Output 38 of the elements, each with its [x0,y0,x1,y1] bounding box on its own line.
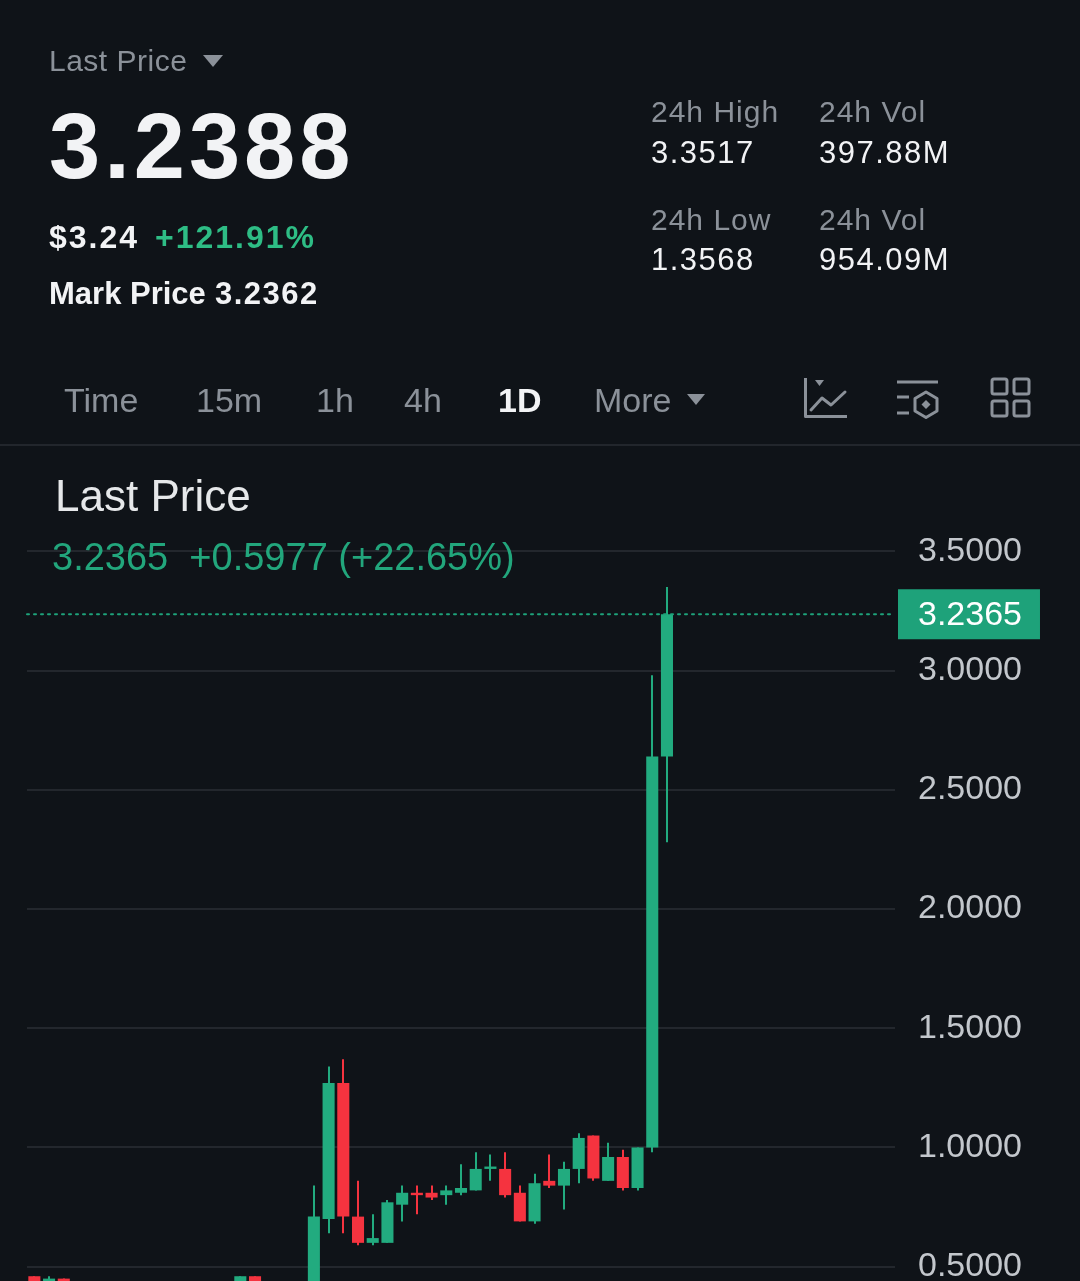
y-tick-label: 1.0000 [918,1125,1022,1164]
candlestick [469,1151,482,1192]
text: Time [64,380,139,419]
candlestick [440,1184,453,1206]
candlestick [543,1153,556,1189]
text: 1h [316,380,354,419]
text: 3.2388 [49,95,355,198]
y-tick-label: 0.5000 [918,1245,1022,1281]
text: 1.3568 [651,241,755,277]
text: 3.2362 [215,275,319,311]
candlestick [557,1160,571,1211]
text: 3.3517 [651,134,755,170]
text: 954.09M [819,241,951,277]
candlestick [366,1213,379,1247]
y-tick-label: 2.0000 [918,887,1022,926]
text: 24h Low [651,203,772,237]
candlestick [396,1184,409,1223]
ref-line-label: 3.2365 [918,593,1022,632]
text: Last Price [49,44,188,78]
candlestick [602,1141,615,1182]
candlestick [454,1163,468,1197]
text: 24h Vol [819,95,927,129]
text: $3.24 [49,218,140,255]
y-tick-label: 1.5000 [918,1006,1022,1045]
text: More [594,380,672,419]
text: 1D [498,380,542,419]
text: 397.88M [819,134,951,170]
text: Last Price [55,471,251,521]
y-tick-label: 3.5000 [918,529,1022,568]
text: 24h Vol [819,203,927,237]
text: 4h [404,380,442,419]
text: +121.91% [155,218,317,255]
text: 3.2365 +0.5977 (+22.65%) [52,536,515,579]
text: Mark Price [49,275,206,311]
y-tick-label: 3.0000 [918,648,1022,687]
text: 15m [196,380,263,419]
text: 24h High [651,95,780,129]
y-tick-label: 2.5000 [918,768,1022,807]
